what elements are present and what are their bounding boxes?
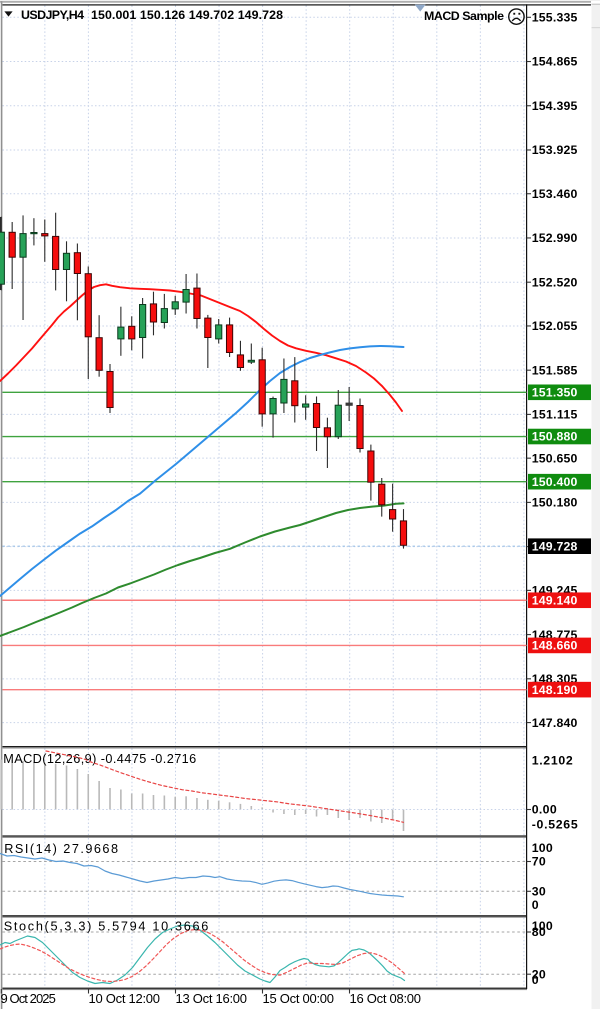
svg-text:0: 0 xyxy=(532,973,539,987)
svg-text:70: 70 xyxy=(532,855,546,869)
svg-text:15 Oct 00:00: 15 Oct 00:00 xyxy=(263,991,335,1006)
svg-text:151.115: 151.115 xyxy=(532,408,578,422)
svg-text:152.990: 152.990 xyxy=(532,231,578,245)
svg-text:155.335: 155.335 xyxy=(532,11,578,25)
svg-text:152.055: 152.055 xyxy=(532,319,578,333)
svg-text:100: 100 xyxy=(532,841,553,855)
svg-text:148.190: 148.190 xyxy=(532,683,578,697)
svg-text:MACD(12,26,9) -0.4475 -0.2716: MACD(12,26,9) -0.4475 -0.2716 xyxy=(3,752,196,766)
svg-text:9 Oct 2025: 9 Oct 2025 xyxy=(1,991,56,1006)
svg-text:154.865: 154.865 xyxy=(532,55,578,69)
svg-text:150.880: 150.880 xyxy=(532,430,578,444)
svg-text:148.660: 148.660 xyxy=(532,639,578,653)
svg-text:USDJPY,H4: USDJPY,H4 xyxy=(21,8,84,22)
svg-text:100: 100 xyxy=(532,919,553,933)
svg-text:152.520: 152.520 xyxy=(532,275,578,289)
svg-text:16 Oct 08:00: 16 Oct 08:00 xyxy=(350,991,422,1006)
svg-text:151.350: 151.350 xyxy=(532,385,578,399)
svg-text:-0.5265: -0.5265 xyxy=(532,817,578,831)
svg-text:147.840: 147.840 xyxy=(532,716,578,730)
svg-text:1.2102: 1.2102 xyxy=(532,753,573,767)
svg-text:30: 30 xyxy=(532,885,546,899)
svg-text:149.728: 149.728 xyxy=(532,539,578,553)
svg-text:RSI(14) 27.9668: RSI(14) 27.9668 xyxy=(4,842,118,856)
svg-text:MACD Sample: MACD Sample xyxy=(424,9,504,23)
svg-text:0: 0 xyxy=(532,898,539,912)
svg-text:149.140: 149.140 xyxy=(532,593,578,607)
svg-text:153.925: 153.925 xyxy=(532,143,578,157)
svg-text:10 Oct 12:00: 10 Oct 12:00 xyxy=(89,991,161,1006)
svg-text:154.395: 154.395 xyxy=(532,99,578,113)
svg-text:150.180: 150.180 xyxy=(532,496,578,510)
svg-text:13 Oct 16:00: 13 Oct 16:00 xyxy=(176,991,248,1006)
svg-text:Stoch(5,3,3) 5.5794 10.3666: Stoch(5,3,3) 5.5794 10.3666 xyxy=(4,919,209,933)
svg-text:20: 20 xyxy=(532,968,546,982)
svg-text:153.460: 153.460 xyxy=(532,187,578,201)
svg-text:150.650: 150.650 xyxy=(532,451,578,465)
svg-text:150.400: 150.400 xyxy=(532,475,578,489)
svg-text:80: 80 xyxy=(532,925,546,939)
svg-text:150.001 150.126 149.702 149.72: 150.001 150.126 149.702 149.728 xyxy=(91,8,283,22)
svg-text:0.00: 0.00 xyxy=(532,803,557,817)
svg-text:151.585: 151.585 xyxy=(532,363,578,377)
